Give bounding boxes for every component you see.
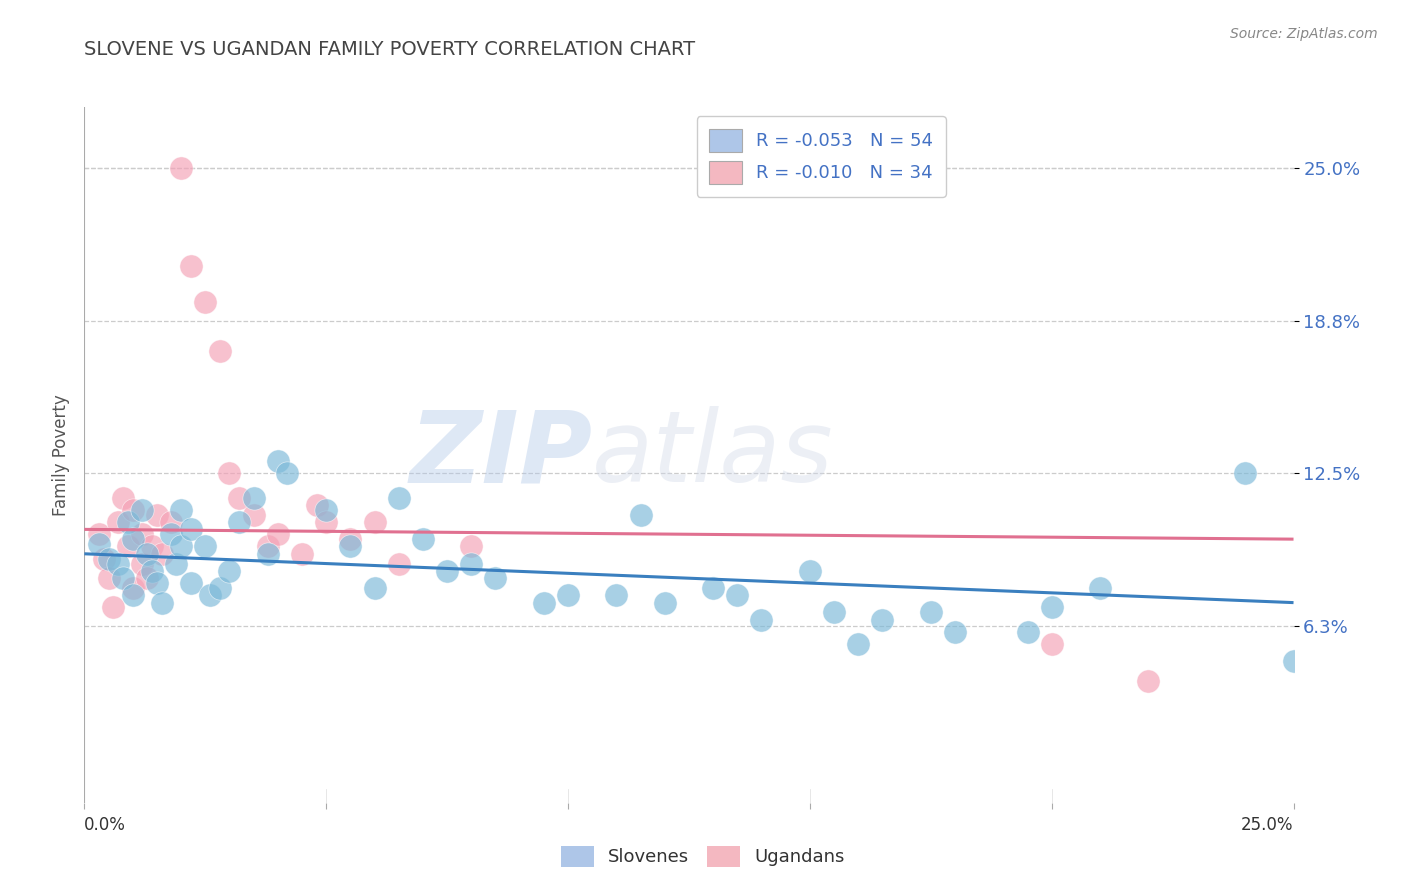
Point — [339, 540, 361, 554]
Point — [533, 596, 555, 610]
Point — [315, 503, 337, 517]
Point — [388, 491, 411, 505]
Point — [276, 467, 298, 481]
Point — [160, 515, 183, 529]
Point — [121, 581, 143, 595]
Point — [799, 564, 821, 578]
Point — [363, 515, 385, 529]
Point — [363, 581, 385, 595]
Point — [267, 527, 290, 541]
Point — [228, 491, 250, 505]
Point — [460, 540, 482, 554]
Point — [1137, 673, 1160, 688]
Point — [121, 588, 143, 602]
Point — [872, 613, 894, 627]
Point — [136, 571, 159, 585]
Point — [117, 515, 139, 529]
Point — [131, 527, 153, 541]
Point — [436, 564, 458, 578]
Point — [107, 515, 129, 529]
Point — [242, 508, 264, 522]
Point — [170, 503, 193, 517]
Point — [920, 606, 942, 620]
Point — [180, 259, 202, 273]
Text: ZIP: ZIP — [409, 407, 592, 503]
Point — [339, 532, 361, 546]
Point — [228, 515, 250, 529]
Point — [242, 491, 264, 505]
Point — [112, 571, 135, 585]
Point — [846, 637, 869, 651]
Text: 0.0%: 0.0% — [84, 816, 127, 834]
Point — [1282, 654, 1305, 668]
Point — [725, 588, 748, 602]
Point — [605, 588, 627, 602]
Point — [1234, 467, 1257, 481]
Text: atlas: atlas — [592, 407, 834, 503]
Text: Source: ZipAtlas.com: Source: ZipAtlas.com — [1230, 27, 1378, 41]
Point — [267, 454, 290, 468]
Point — [194, 540, 217, 554]
Point — [136, 547, 159, 561]
Point — [117, 540, 139, 554]
Legend: Slovenes, Ugandans: Slovenes, Ugandans — [554, 838, 852, 874]
Point — [291, 547, 314, 561]
Point — [1040, 600, 1063, 615]
Point — [150, 547, 173, 561]
Point — [1088, 581, 1111, 595]
Point — [87, 527, 110, 541]
Point — [257, 547, 280, 561]
Point — [388, 557, 411, 571]
Point — [146, 508, 169, 522]
Point — [93, 551, 115, 566]
Point — [1040, 637, 1063, 651]
Point — [112, 491, 135, 505]
Point — [218, 467, 240, 481]
Point — [305, 498, 328, 512]
Point — [165, 557, 187, 571]
Point — [257, 540, 280, 554]
Point — [412, 532, 434, 546]
Point — [121, 532, 143, 546]
Point — [170, 161, 193, 175]
Point — [97, 571, 120, 585]
Point — [107, 557, 129, 571]
Point — [315, 515, 337, 529]
Point — [131, 557, 153, 571]
Point — [141, 540, 163, 554]
Point — [146, 576, 169, 591]
Point — [751, 613, 773, 627]
Point — [823, 606, 845, 620]
Point — [943, 624, 966, 639]
Point — [180, 522, 202, 536]
Point — [460, 557, 482, 571]
Text: 25.0%: 25.0% — [1241, 816, 1294, 834]
Point — [131, 503, 153, 517]
Point — [121, 503, 143, 517]
Point — [208, 344, 231, 359]
Point — [484, 571, 506, 585]
Point — [218, 564, 240, 578]
Point — [141, 564, 163, 578]
Point — [630, 508, 652, 522]
Y-axis label: Family Poverty: Family Poverty — [52, 394, 70, 516]
Point — [160, 527, 183, 541]
Point — [198, 588, 221, 602]
Point — [654, 596, 676, 610]
Point — [103, 600, 125, 615]
Point — [208, 581, 231, 595]
Point — [702, 581, 724, 595]
Text: SLOVENE VS UGANDAN FAMILY POVERTY CORRELATION CHART: SLOVENE VS UGANDAN FAMILY POVERTY CORREL… — [84, 40, 696, 59]
Point — [557, 588, 579, 602]
Point — [150, 596, 173, 610]
Legend: R = -0.053   N = 54, R = -0.010   N = 34: R = -0.053 N = 54, R = -0.010 N = 34 — [697, 116, 946, 197]
Point — [1017, 624, 1039, 639]
Point — [180, 576, 202, 591]
Point — [87, 537, 110, 551]
Point — [194, 295, 217, 310]
Point — [170, 540, 193, 554]
Point — [97, 551, 120, 566]
